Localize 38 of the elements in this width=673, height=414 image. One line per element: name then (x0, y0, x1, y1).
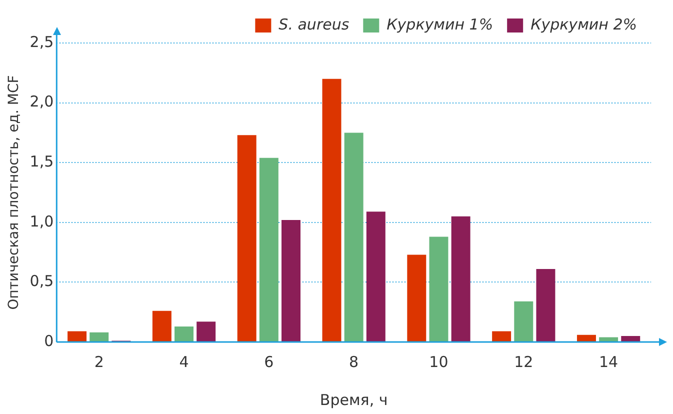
y-tick-label: 2,5 (30, 32, 54, 51)
bar (599, 337, 618, 342)
legend-label: Куркумин 1% (386, 15, 494, 34)
y-tick-label: 2,0 (30, 92, 54, 111)
x-tick-label: 4 (179, 352, 189, 371)
bar (152, 310, 172, 342)
y-tick-label: 0,5 (30, 272, 54, 290)
bar (514, 301, 534, 342)
y-axis-title: Оптическая плотность, ед. MCF (6, 75, 22, 310)
bar (344, 132, 364, 342)
legend-label: Куркумин 2% (530, 15, 637, 34)
bar (536, 269, 556, 342)
bar (196, 322, 216, 342)
x-axis-title: Время, ч (320, 390, 388, 409)
bar (68, 331, 87, 342)
legend-label: S. aureus (278, 15, 350, 34)
y-tick-label: 1,5 (30, 152, 54, 170)
bar (237, 135, 256, 342)
bar (322, 78, 342, 342)
bar (366, 212, 386, 342)
bar (407, 254, 426, 342)
bar (90, 332, 109, 342)
bar (174, 326, 194, 342)
bar (492, 331, 512, 342)
bar (576, 334, 596, 342)
x-tick-label: 14 (599, 352, 618, 371)
bar (451, 216, 470, 342)
bar (621, 336, 640, 342)
bar (259, 158, 278, 342)
y-tick-label: 1,0 (30, 212, 54, 230)
x-tick-label: 8 (349, 352, 359, 371)
x-tick-label: 2 (94, 352, 104, 371)
x-tick-label: 6 (264, 352, 274, 371)
bar (282, 220, 300, 342)
x-tick-label: 10 (429, 352, 448, 371)
bar (429, 236, 448, 342)
y-tick-label: 0 (44, 332, 54, 350)
x-tick-label: 12 (514, 352, 534, 371)
